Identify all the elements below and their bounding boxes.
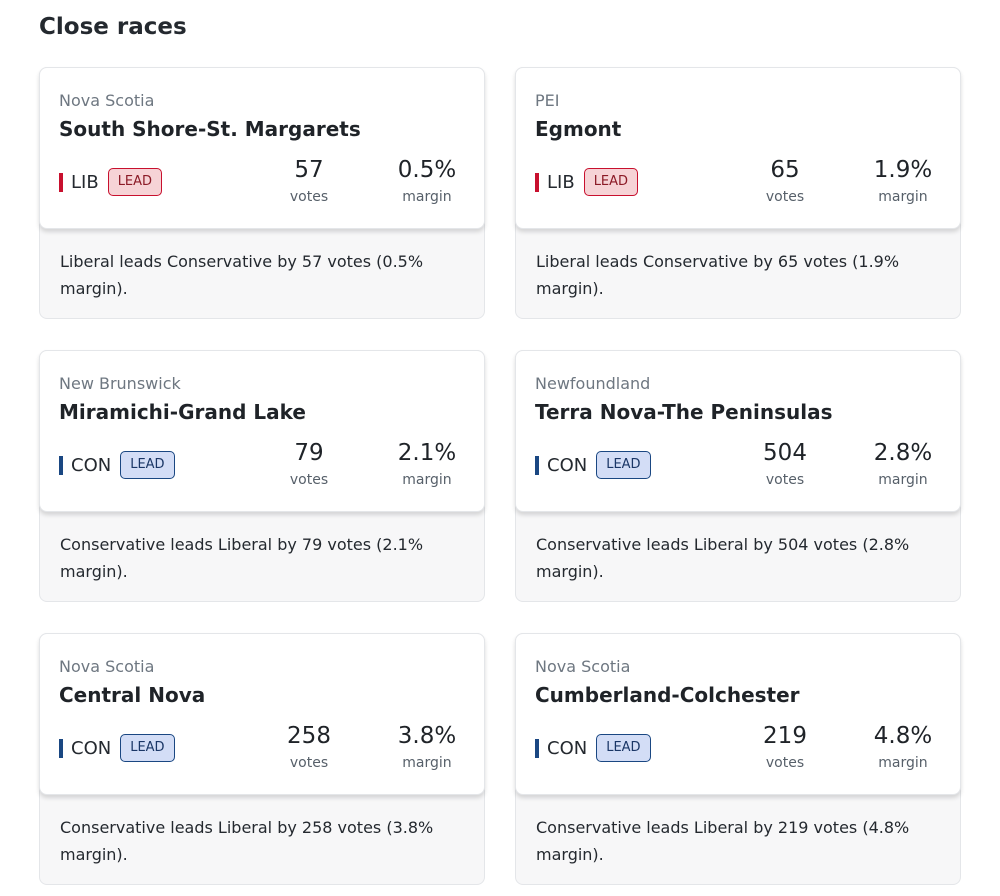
party-code: LIB: [71, 171, 99, 193]
margin-label: margin: [402, 754, 452, 771]
riding-name: Cumberland-Colchester: [535, 683, 800, 707]
margin-value: 2.8%: [873, 440, 933, 466]
margin-value: 0.5%: [397, 157, 457, 183]
margin-stat: 4.8% margin: [863, 723, 943, 771]
party-color-bar: [535, 455, 539, 475]
votes-stat: 79 votes: [269, 440, 349, 488]
province-label: Nova Scotia: [59, 657, 155, 676]
margin-stat: 1.9% margin: [863, 157, 943, 205]
votes-value: 57: [294, 157, 324, 183]
margin-stat: 2.1% margin: [387, 440, 467, 488]
province-label: New Brunswick: [59, 374, 181, 393]
party-indicator: CON LEAD: [59, 450, 175, 480]
party-code: LIB: [547, 171, 575, 193]
race-card[interactable]: Nova Scotia Central Nova CON LEAD 258 vo…: [39, 633, 485, 885]
votes-stat: 65 votes: [745, 157, 825, 205]
party-indicator: CON LEAD: [59, 733, 175, 763]
votes-value: 65: [770, 157, 800, 183]
margin-label: margin: [402, 188, 452, 205]
margin-stat: 0.5% margin: [387, 157, 467, 205]
riding-name: Miramichi-Grand Lake: [59, 400, 306, 424]
riding-name: Central Nova: [59, 683, 206, 707]
votes-label: votes: [765, 471, 805, 488]
votes-label: votes: [289, 188, 329, 205]
margin-label: margin: [878, 471, 928, 488]
province-label: Nova Scotia: [535, 657, 631, 676]
race-card-header: Nova Scotia Cumberland-Colchester CON LE…: [515, 633, 961, 795]
race-summary: Conservative leads Liberal by 219 votes …: [536, 818, 910, 864]
votes-label: votes: [289, 754, 329, 771]
party-indicator: LIB LEAD: [59, 167, 163, 197]
race-card-header: Nova Scotia Central Nova CON LEAD 258 vo…: [39, 633, 485, 795]
race-summary: Liberal leads Conservative by 57 votes (…: [60, 252, 424, 298]
province-label: PEI: [535, 91, 560, 110]
margin-label: margin: [878, 754, 928, 771]
margin-label: margin: [878, 188, 928, 205]
race-card-header: Nova Scotia South Shore-St. Margarets LI…: [39, 67, 485, 229]
margin-value: 2.1%: [397, 440, 457, 466]
votes-value: 79: [294, 440, 324, 466]
votes-label: votes: [765, 188, 805, 205]
riding-name: Terra Nova-The Peninsulas: [535, 400, 833, 424]
race-card[interactable]: Nova Scotia Cumberland-Colchester CON LE…: [515, 633, 961, 885]
party-color-bar: [535, 738, 539, 758]
race-card[interactable]: Nova Scotia South Shore-St. Margarets LI…: [39, 67, 485, 319]
votes-value: 504: [763, 440, 807, 466]
riding-name: Egmont: [535, 117, 622, 141]
lead-badge: LEAD: [107, 167, 163, 197]
margin-stat: 2.8% margin: [863, 440, 943, 488]
race-card-header: Newfoundland Terra Nova-The Peninsulas C…: [515, 350, 961, 512]
race-summary: Conservative leads Liberal by 79 votes (…: [60, 535, 424, 581]
race-summary: Liberal leads Conservative by 65 votes (…: [536, 252, 900, 298]
votes-stat: 219 votes: [745, 723, 825, 771]
page-title: Close races: [39, 14, 187, 40]
party-indicator: CON LEAD: [535, 450, 651, 480]
votes-stat: 504 votes: [745, 440, 825, 488]
race-card[interactable]: Newfoundland Terra Nova-The Peninsulas C…: [515, 350, 961, 602]
lead-badge: LEAD: [583, 167, 639, 197]
margin-stat: 3.8% margin: [387, 723, 467, 771]
margin-label: margin: [402, 471, 452, 488]
margin-value: 3.8%: [397, 723, 457, 749]
votes-stat: 258 votes: [269, 723, 349, 771]
province-label: Nova Scotia: [59, 91, 155, 110]
party-color-bar: [59, 738, 63, 758]
margin-value: 4.8%: [873, 723, 933, 749]
party-color-bar: [59, 172, 63, 192]
votes-value: 258: [287, 723, 331, 749]
lead-badge: LEAD: [120, 450, 175, 480]
race-card[interactable]: PEI Egmont LIB LEAD 65 votes 1.9% margin…: [515, 67, 961, 319]
lead-badge: LEAD: [120, 733, 175, 763]
party-color-bar: [59, 455, 63, 475]
party-code: CON: [71, 737, 112, 759]
race-card-header: New Brunswick Miramichi-Grand Lake CON L…: [39, 350, 485, 512]
party-code: CON: [547, 737, 588, 759]
votes-label: votes: [289, 471, 329, 488]
race-summary: Conservative leads Liberal by 504 votes …: [536, 535, 910, 581]
party-color-bar: [535, 172, 539, 192]
race-summary: Conservative leads Liberal by 258 votes …: [60, 818, 434, 864]
race-card-header: PEI Egmont LIB LEAD 65 votes 1.9% margin: [515, 67, 961, 229]
party-indicator: LIB LEAD: [535, 167, 639, 197]
margin-value: 1.9%: [873, 157, 933, 183]
party-indicator: CON LEAD: [535, 733, 651, 763]
votes-label: votes: [765, 754, 805, 771]
votes-stat: 57 votes: [269, 157, 349, 205]
riding-name: South Shore-St. Margarets: [59, 117, 361, 141]
votes-value: 219: [763, 723, 807, 749]
race-card[interactable]: New Brunswick Miramichi-Grand Lake CON L…: [39, 350, 485, 602]
party-code: CON: [547, 454, 588, 476]
party-code: CON: [71, 454, 112, 476]
lead-badge: LEAD: [596, 450, 651, 480]
lead-badge: LEAD: [596, 733, 651, 763]
province-label: Newfoundland: [535, 374, 651, 393]
